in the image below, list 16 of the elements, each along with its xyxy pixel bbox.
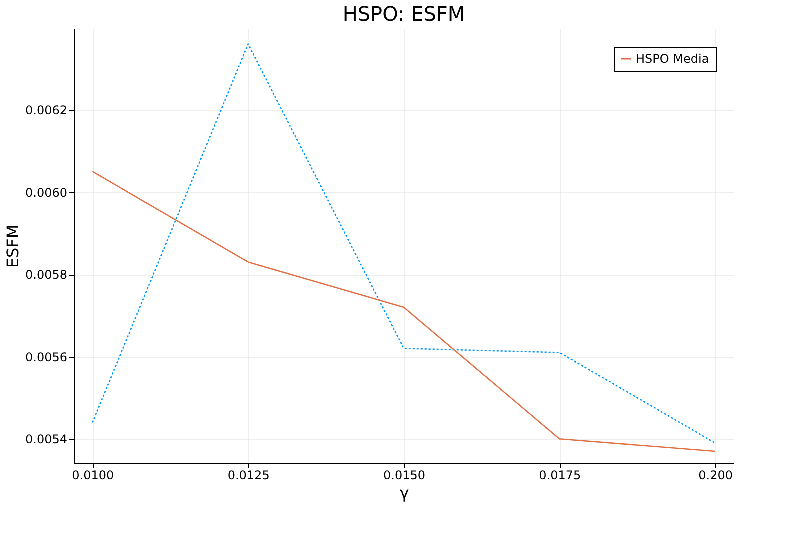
line-series — [92, 171, 716, 452]
x-tick-label: 0.0150 — [384, 468, 426, 482]
y-axis-title: ESFM — [4, 224, 23, 268]
x-tick-label: 0.200 — [698, 468, 733, 482]
x-tick-label: 0.0100 — [72, 468, 114, 482]
y-tick-label: 0.0060 — [26, 186, 68, 200]
x-axis-title: γ — [400, 484, 410, 502]
y-tick-label: 0.0054 — [26, 432, 68, 447]
legend-label: HSPO Media — [636, 52, 710, 66]
x-tick-label: 0.0125 — [228, 468, 270, 482]
chart-title: HSPO: ESFM — [342, 2, 466, 26]
y-tick-label: 0.0056 — [26, 350, 68, 364]
line-series — [92, 44, 716, 444]
x-tick-label: 0.0175 — [539, 468, 582, 482]
y-tick-label: 0.0062 — [26, 104, 68, 118]
y-tick-label: 0.0058 — [26, 268, 68, 282]
